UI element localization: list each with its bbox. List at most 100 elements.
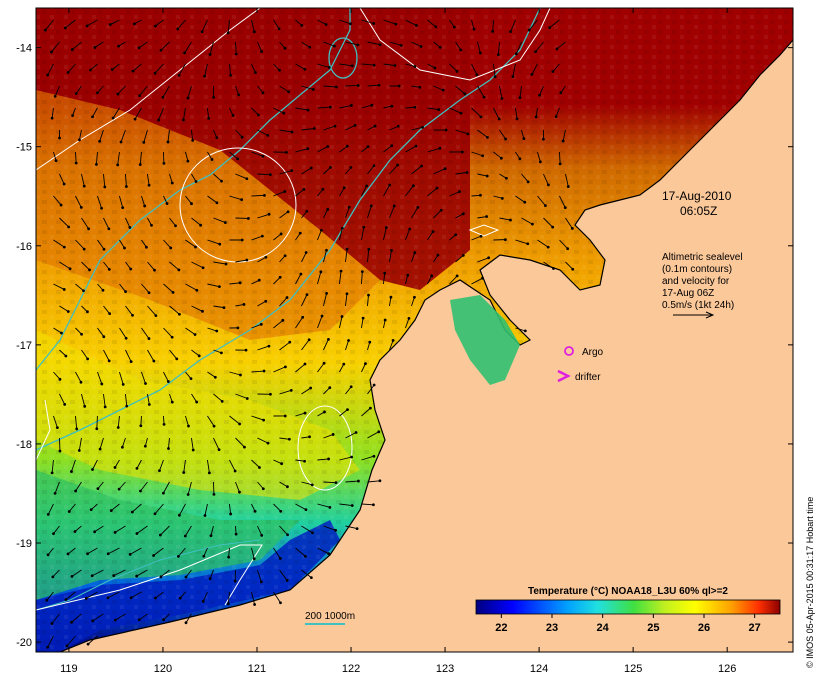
- velocity-arrow: [75, 415, 78, 429]
- velocity-arrowhead: [319, 228, 323, 232]
- velocity-arrowhead: [434, 25, 438, 29]
- velocity-arrowhead: [306, 147, 310, 151]
- velocity-arrowhead: [107, 267, 111, 271]
- scale-arrowhead: [705, 311, 715, 319]
- velocity-arrowhead: [485, 174, 489, 178]
- velocity-arrowhead: [500, 196, 504, 200]
- velocity-arrow: [185, 239, 196, 248]
- drifter-marker[interactable]: [557, 369, 571, 383]
- velocity-arrow: [103, 393, 106, 407]
- velocity-arrow: [339, 363, 345, 373]
- velocity-arrowhead: [287, 90, 291, 94]
- velocity-arrowhead: [415, 24, 418, 27]
- velocity-arrow: [339, 145, 348, 153]
- velocity-arrowhead: [312, 127, 316, 130]
- velocity-arrow: [556, 41, 566, 50]
- velocity-arrow: [279, 85, 289, 93]
- velocity-arrowhead: [257, 278, 261, 282]
- velocity-arrowhead: [170, 181, 174, 185]
- velocity-arrowhead: [50, 50, 53, 54]
- velocity-arrow: [163, 371, 169, 382]
- velocity-arrow: [339, 456, 352, 461]
- velocity-arrowhead: [109, 509, 113, 512]
- velocity-arrowhead: [176, 554, 180, 558]
- velocity-arrow: [75, 151, 77, 164]
- velocity-arrowhead: [534, 50, 538, 54]
- velocity-arrowhead: [369, 204, 373, 208]
- velocity-arrowhead: [372, 383, 376, 387]
- velocity-arrowhead: [460, 150, 464, 154]
- velocity-arrow: [257, 437, 269, 444]
- velocity-arrow: [251, 370, 265, 373]
- velocity-arrowhead: [70, 470, 73, 473]
- velocity-arrowhead: [548, 26, 552, 30]
- velocity-arrowhead: [325, 291, 329, 295]
- velocity-arrowhead: [526, 242, 530, 246]
- velocity-arrowhead: [212, 95, 216, 99]
- velocity-arrowhead: [121, 206, 125, 210]
- velocity-arrow: [493, 195, 503, 199]
- velocity-arrow: [361, 146, 369, 153]
- velocity-arrowhead: [176, 27, 180, 31]
- velocity-arrowhead: [161, 95, 165, 99]
- velocity-arrowhead: [73, 530, 77, 533]
- velocity-arrowhead: [479, 115, 483, 119]
- velocity-arrow: [141, 195, 146, 207]
- velocity-arrow: [361, 407, 371, 417]
- velocity-arrowhead: [345, 247, 349, 251]
- velocity-arrow: [125, 261, 132, 270]
- velocity-arrow: [235, 85, 240, 95]
- velocity-arrowhead: [438, 46, 442, 49]
- island-green-patch: [450, 295, 520, 385]
- velocity-arrowhead: [242, 303, 246, 306]
- x-tick-label: 121: [248, 663, 266, 675]
- velocity-arrowhead: [515, 117, 519, 121]
- velocity-arrow: [361, 363, 366, 373]
- velocity-arrowhead: [70, 620, 73, 624]
- velocity-arrowhead: [193, 333, 197, 336]
- velocity-arrowhead: [66, 310, 70, 313]
- velocity-arrow: [367, 125, 376, 131]
- velocity-arrowhead: [120, 445, 124, 449]
- velocity-arrowhead: [177, 268, 181, 272]
- velocity-arrow: [455, 41, 462, 51]
- velocity-arrowhead: [461, 212, 465, 216]
- velocity-arrow: [207, 239, 220, 245]
- velocity-arrow: [549, 19, 560, 28]
- velocity-arrowhead: [113, 530, 117, 534]
- velocity-arrow: [141, 371, 146, 384]
- velocity-arrow: [141, 239, 147, 248]
- velocity-arrowhead: [267, 212, 271, 216]
- velocity-arrowhead: [91, 619, 95, 623]
- argo-marker[interactable]: [564, 346, 574, 356]
- velocity-arrow: [155, 19, 164, 27]
- velocity-arrow: [477, 257, 489, 263]
- velocity-arrowhead: [234, 52, 238, 56]
- velocity-arrow: [273, 547, 281, 559]
- velocity-arrowhead: [153, 71, 157, 75]
- velocity-arrowhead: [552, 267, 555, 270]
- velocity-arrow: [229, 195, 242, 201]
- colorbar-tick-label: 24: [597, 622, 610, 634]
- velocity-arrow: [213, 349, 222, 354]
- velocity-arrowhead: [372, 63, 376, 67]
- y-tick-label: -16: [16, 241, 32, 253]
- velocity-arrowhead: [324, 23, 328, 26]
- velocity-arrowhead: [137, 46, 141, 50]
- velocity-arrow: [202, 591, 208, 602]
- velocity-arrow: [559, 151, 561, 164]
- velocity-arrow: [317, 458, 329, 461]
- velocity-arrow: [449, 63, 458, 72]
- velocity-arrowhead: [130, 510, 134, 514]
- velocity-arrowhead: [439, 208, 443, 212]
- bathymetry-1000m: [36, 8, 541, 451]
- velocity-arrowhead: [538, 160, 542, 164]
- velocity-arrow: [559, 195, 566, 208]
- velocity-arrowhead: [210, 158, 214, 161]
- velocity-arrowhead: [201, 309, 204, 313]
- velocity-arrow: [138, 41, 148, 49]
- velocity-arrow: [471, 194, 481, 197]
- velocity-arrow: [427, 147, 440, 153]
- velocity-arrowhead: [59, 203, 63, 207]
- velocity-arrowhead: [124, 336, 128, 340]
